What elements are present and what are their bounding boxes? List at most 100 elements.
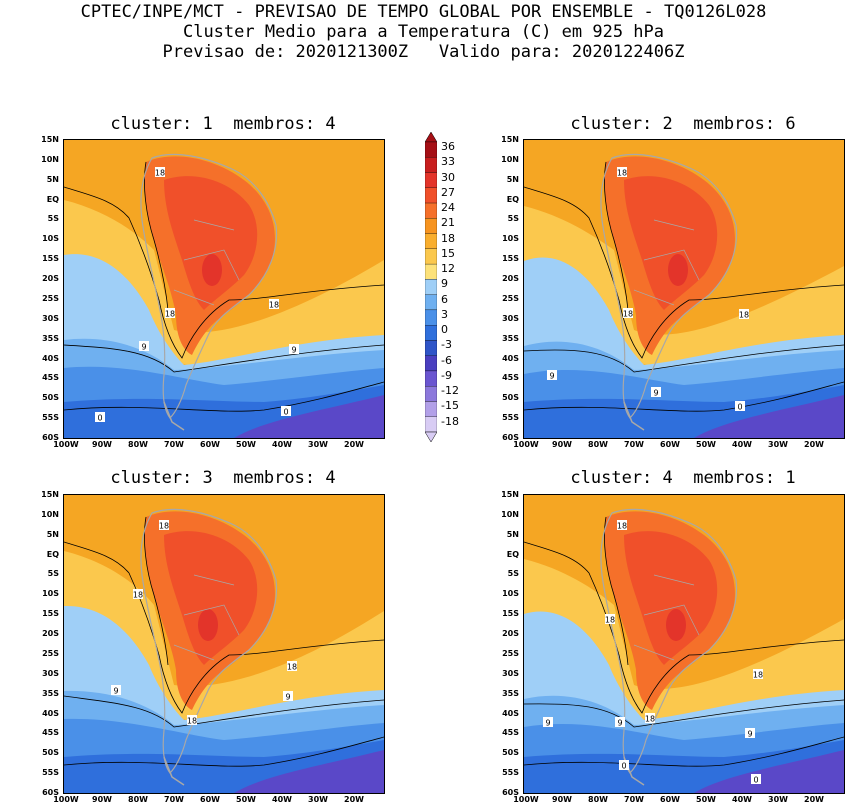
lon-tick: 20W — [804, 795, 824, 804]
colorbar-label: 33 — [441, 155, 455, 169]
panel-title: cluster: 1 membros: 4 — [110, 114, 336, 134]
contour-label: 18 — [739, 309, 749, 320]
lon-tick: 40W — [272, 440, 292, 449]
land-hot — [164, 531, 258, 665]
lat-tick: 15S — [42, 254, 59, 264]
contour-label-text: 9 — [747, 730, 752, 739]
contour-label: 18 — [753, 669, 763, 680]
colorbar-bottom-arrow — [424, 431, 438, 443]
lon-tick: 70W — [164, 440, 184, 449]
lat-tick: 30S — [42, 313, 59, 323]
contour-label-text: 9 — [549, 372, 554, 381]
contour-label: 18 — [165, 308, 175, 319]
contour-label: 0 — [619, 760, 629, 771]
colorbar-swatch — [424, 141, 438, 158]
lat-tick: 40S — [502, 708, 519, 718]
colorbar-label: -3 — [441, 338, 452, 352]
lat-tick: 55S — [502, 768, 519, 778]
contour-label-text: 0 — [97, 414, 102, 423]
lat-tick: 10N — [501, 509, 519, 519]
contour-18b — [604, 161, 629, 311]
colorbar-swatch — [424, 202, 438, 219]
colorbar-label: -15 — [441, 399, 459, 413]
lon-tick: 50W — [696, 440, 716, 449]
colorbar-swatch — [424, 309, 438, 326]
lat-tick: 25S — [42, 648, 59, 658]
lat-tick: 5S — [507, 569, 519, 579]
colorbar-svg — [424, 131, 438, 443]
colorbar-label: -9 — [441, 368, 452, 382]
contour-label: 9 — [283, 691, 293, 702]
contour-label-text: 18 — [133, 591, 143, 600]
contour-label-text: 18 — [623, 310, 633, 319]
colorbar-swatch — [424, 401, 438, 417]
panel-title: cluster: 3 membros: 4 — [110, 468, 336, 488]
map-svg: 18 18 18 18 9 9 9 0 0 — [524, 495, 844, 793]
colorbar-label: -18 — [441, 414, 459, 428]
lat-tick: 55S — [42, 768, 59, 778]
contour-label: 9 — [289, 344, 299, 355]
map-svg: 18 18 18 9 9 0 — [524, 140, 844, 438]
contour-label-text: 18 — [159, 522, 169, 531]
contour-label-text: 9 — [291, 346, 296, 355]
borders — [633, 574, 700, 661]
contour-label-text: 18 — [645, 715, 655, 724]
contour-label: 0 — [735, 401, 745, 412]
lat-tick: 40S — [42, 353, 59, 363]
colorbar-label: 6 — [441, 292, 448, 306]
lon-tick: 80W — [588, 795, 608, 804]
contour-label: 18 — [617, 520, 627, 531]
field-purple — [234, 395, 384, 438]
lat-tick: 15S — [502, 254, 519, 264]
borders — [173, 219, 240, 306]
map-svg: 18 18 18 18 9 9 — [64, 495, 384, 793]
contour-label-text: 9 — [141, 343, 146, 352]
land-very-hot — [666, 609, 686, 641]
lon-tick: 90W — [552, 440, 572, 449]
land-very-hot — [668, 254, 688, 286]
lon-tick: 90W — [92, 795, 112, 804]
contour-label: 18 — [605, 614, 615, 625]
lat-tick: 5N — [506, 174, 519, 184]
colorbar-label: 27 — [441, 185, 455, 199]
lon-tick: 90W — [92, 440, 112, 449]
colorbar-swatch — [424, 370, 438, 387]
borders — [173, 574, 240, 661]
colorbar-swatch — [424, 187, 438, 204]
contour-label-text: 0 — [737, 403, 742, 412]
contour-label-text: 18 — [155, 169, 165, 178]
lat-tick: EQ — [46, 194, 59, 204]
lat-tick: 20S — [42, 629, 59, 639]
field-purple — [694, 395, 844, 438]
contour-18b — [144, 161, 169, 311]
lat-tick: 50S — [42, 393, 59, 403]
lat-tick: 25S — [502, 293, 519, 303]
colorbar-swatch — [424, 248, 438, 265]
lat-tick: 10S — [502, 589, 519, 599]
lon-tick: 60W — [200, 440, 220, 449]
lat-tick: 5N — [46, 174, 59, 184]
lon-tick: 80W — [128, 440, 148, 449]
colorbar-swatch — [424, 355, 438, 372]
contour-label-text: 18 — [617, 522, 627, 531]
contour-18b — [604, 516, 629, 666]
colorbar-swatch — [424, 157, 438, 173]
lat-tick: 20S — [42, 274, 59, 284]
lon-tick: 20W — [344, 440, 364, 449]
lat-tick: EQ — [506, 194, 519, 204]
contour-label-text: 18 — [269, 301, 279, 310]
lon-tick: 70W — [624, 795, 644, 804]
lat-tick: 20S — [502, 629, 519, 639]
colorbar-swatch — [424, 279, 438, 295]
contour-18 — [524, 541, 844, 714]
contour-label: 9 — [139, 341, 149, 352]
lat-tick: 50S — [502, 748, 519, 758]
lon-tick: 60W — [660, 440, 680, 449]
colorbar-swatch — [424, 416, 438, 433]
colorbar-swatch — [424, 218, 438, 234]
contour-label: 18 — [133, 589, 143, 600]
colorbar-label: 21 — [441, 216, 455, 230]
contour-label-text: 18 — [165, 310, 175, 319]
header-subtitle: Cluster Medio para a Temperatura (C) em … — [182, 22, 665, 42]
header-dates: Previsao de: 2020121300Z Valido para: 20… — [162, 42, 685, 62]
